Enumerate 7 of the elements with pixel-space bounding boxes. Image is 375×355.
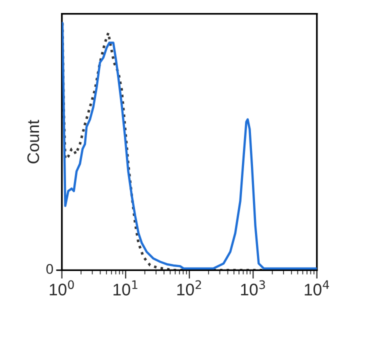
x-tick-label: 10$^{0}$ [50, 280, 74, 296]
x-tick-label: 10$^{2}$ [177, 280, 201, 296]
x-tick-label: 10$^{4}$ [304, 280, 330, 296]
x-tick-label: 10$^{3}$ [241, 280, 265, 296]
x-tick-label: 10$^{1}$ [114, 280, 138, 296]
text: 0 [46, 264, 53, 274]
y-axis-title: Count [27, 120, 40, 164]
